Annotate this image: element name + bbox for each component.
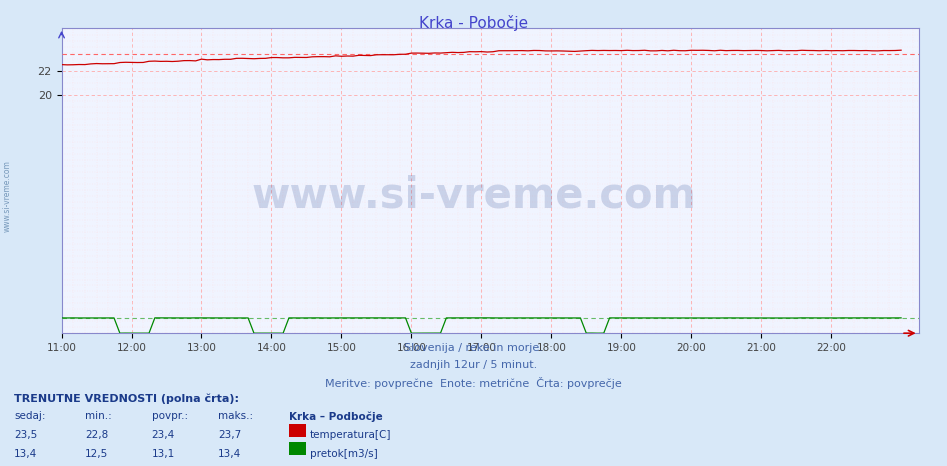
- Text: 23,5: 23,5: [14, 430, 38, 440]
- Text: Slovenija / reke in morje.: Slovenija / reke in morje.: [404, 343, 543, 352]
- Text: min.:: min.:: [85, 411, 112, 421]
- Text: Meritve: povprečne  Enote: metrične  Črta: povprečje: Meritve: povprečne Enote: metrične Črta:…: [325, 377, 622, 389]
- Text: 23,4: 23,4: [152, 430, 175, 440]
- Text: sedaj:: sedaj:: [14, 411, 45, 421]
- Text: TRENUTNE VREDNOSTI (polna črta):: TRENUTNE VREDNOSTI (polna črta):: [14, 394, 240, 404]
- Text: 12,5: 12,5: [85, 449, 109, 459]
- Text: zadnjih 12ur / 5 minut.: zadnjih 12ur / 5 minut.: [410, 360, 537, 370]
- Text: povpr.:: povpr.:: [152, 411, 188, 421]
- Text: 13,1: 13,1: [152, 449, 175, 459]
- Text: 13,4: 13,4: [218, 449, 241, 459]
- Text: www.si-vreme.com: www.si-vreme.com: [3, 160, 12, 232]
- Text: www.si-vreme.com: www.si-vreme.com: [251, 175, 696, 217]
- Text: 23,7: 23,7: [218, 430, 241, 440]
- Text: temperatura[C]: temperatura[C]: [310, 430, 391, 440]
- Text: Krka - Pobočje: Krka - Pobočje: [419, 15, 528, 31]
- Text: Krka – Podbočje: Krka – Podbočje: [289, 411, 383, 422]
- Text: pretok[m3/s]: pretok[m3/s]: [310, 449, 378, 459]
- Text: maks.:: maks.:: [218, 411, 253, 421]
- Text: 13,4: 13,4: [14, 449, 38, 459]
- Text: 22,8: 22,8: [85, 430, 109, 440]
